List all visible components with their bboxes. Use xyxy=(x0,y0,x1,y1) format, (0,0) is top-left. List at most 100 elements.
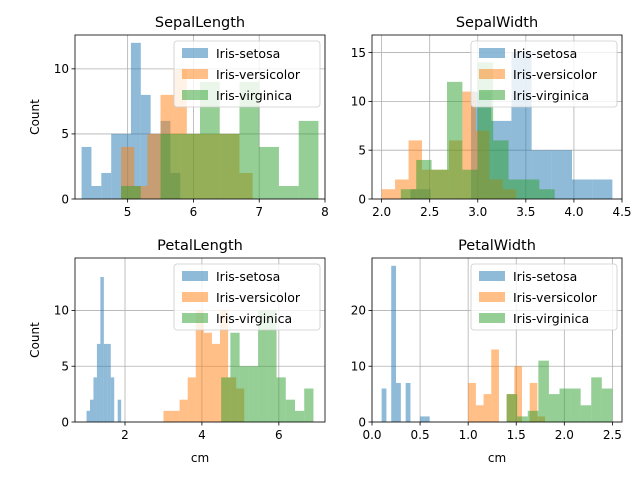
histogram-bar xyxy=(160,133,181,199)
subplot-1: 5 6 7 80510SepalLengthCountIris-setosaIris-… xyxy=(28,15,329,219)
histogram-bar xyxy=(90,399,94,422)
legend-label: Iris-virginica xyxy=(513,88,589,103)
x-tick-label: 2 xyxy=(121,428,129,442)
legend-swatch xyxy=(182,271,208,281)
legend-box xyxy=(173,263,321,331)
histogram-bar xyxy=(276,377,286,422)
histogram-bar xyxy=(81,146,92,199)
histogram-bar xyxy=(285,399,295,422)
legend-swatch xyxy=(182,90,208,100)
histogram-bar xyxy=(491,349,499,422)
legend-label: Iris-virginica xyxy=(513,311,589,326)
subplot-title: PetalLength xyxy=(157,238,243,254)
y-tick-label: 5 xyxy=(61,127,69,141)
histogram-bar xyxy=(147,133,161,199)
legend-swatch xyxy=(182,48,208,58)
legend-label: Iris-versicolor xyxy=(216,290,301,305)
y-tick-label: 10 xyxy=(351,95,366,109)
histogram-bar xyxy=(103,343,108,422)
histogram-bar xyxy=(117,399,122,422)
legend-label: Iris-virginica xyxy=(216,311,292,326)
histogram-bar xyxy=(548,394,560,422)
x-tick-label: 0.0 xyxy=(362,428,381,442)
histogram-bar xyxy=(110,377,115,422)
legend-label: Iris-virginica xyxy=(216,88,292,103)
histogram-bar xyxy=(551,150,572,199)
histogram-bar xyxy=(416,159,432,199)
legend-swatch xyxy=(479,313,505,323)
histogram-bar xyxy=(171,410,180,422)
histogram-bar xyxy=(295,410,305,422)
y-tick-label: 0 xyxy=(358,415,366,429)
legend-swatch xyxy=(479,48,505,58)
histogram-bar xyxy=(121,185,141,199)
histogram-bar xyxy=(93,377,97,422)
x-tick-label: 7 xyxy=(255,205,263,219)
histogram-bar xyxy=(400,189,417,199)
legend-box xyxy=(470,263,618,331)
legend-swatch xyxy=(182,69,208,79)
legend-swatch xyxy=(182,313,208,323)
histogram-bar xyxy=(529,382,538,422)
histogram-bar xyxy=(570,388,581,422)
histogram-bar xyxy=(163,410,172,422)
legend: Iris-setosa Iris-versicolor Iris-virginica xyxy=(173,263,321,331)
histogram-bar xyxy=(572,179,593,199)
y-axis-label: Count xyxy=(28,99,42,135)
legend: Iris-setosa Iris-versicolor Iris-virginica xyxy=(470,40,618,108)
x-tick-label: 2.0 xyxy=(555,428,574,442)
legend-label: Iris-versicolor xyxy=(513,290,598,305)
legend-swatch xyxy=(479,69,505,79)
x-tick-label: 1.0 xyxy=(459,428,478,442)
histogram-bar xyxy=(381,189,396,199)
histogram-bar xyxy=(180,133,200,199)
histogram-bar xyxy=(203,332,212,422)
legend-label: Iris-versicolor xyxy=(513,67,598,82)
y-tick-label: 0 xyxy=(61,192,69,206)
histogram-bar xyxy=(527,410,539,422)
x-tick-label: 5 xyxy=(124,205,132,219)
histogram-bar xyxy=(239,81,260,199)
histogram-bar xyxy=(259,146,279,199)
x-tick-label: 6 xyxy=(275,428,283,442)
legend-label: Iris-setosa xyxy=(513,46,577,61)
x-tick-label: 0.5 xyxy=(411,428,430,442)
histogram-bar xyxy=(592,179,613,199)
y-tick-label: 0 xyxy=(358,192,366,206)
histogram-bar xyxy=(468,382,476,422)
y-tick-label: 5 xyxy=(61,360,69,374)
histogram-bar xyxy=(475,405,484,422)
legend-label: Iris-setosa xyxy=(216,46,280,61)
histogram-bar xyxy=(447,81,463,199)
histogram-bar xyxy=(391,265,397,422)
histogram-bar xyxy=(248,366,259,422)
y-tick-label: 10 xyxy=(351,360,366,374)
histogram-bar xyxy=(424,416,430,422)
x-tick-label: 2.0 xyxy=(372,205,391,219)
histogram-bar xyxy=(508,179,524,199)
legend-swatch xyxy=(479,271,505,281)
histogram-bar xyxy=(559,388,571,422)
histogram-bar xyxy=(514,366,522,422)
histogram-bar xyxy=(239,366,249,422)
histogram-bar xyxy=(179,399,188,422)
histogram-bar xyxy=(211,343,220,422)
histogram-bar xyxy=(381,388,387,422)
histogram-bar xyxy=(462,169,478,199)
histogram-bar xyxy=(601,388,613,422)
legend-swatch xyxy=(479,90,505,100)
x-tick-label: 2.5 xyxy=(603,428,622,442)
legend: Iris-setosa Iris-versicolor Iris-virginica xyxy=(173,40,321,108)
subplot-title: SepalLength xyxy=(155,15,245,31)
histogram-bar xyxy=(86,410,90,422)
histogram-bar xyxy=(506,394,518,422)
histogram-bar xyxy=(101,172,112,199)
histogram-bar xyxy=(396,382,401,422)
subplot-title: PetalWidth xyxy=(458,238,536,254)
y-tick-label: 15 xyxy=(351,46,366,60)
histogram-bar xyxy=(298,120,319,199)
x-tick-label: 4 xyxy=(198,428,206,442)
x-tick-label: 3.0 xyxy=(468,205,487,219)
y-tick-label: 5 xyxy=(358,143,366,157)
